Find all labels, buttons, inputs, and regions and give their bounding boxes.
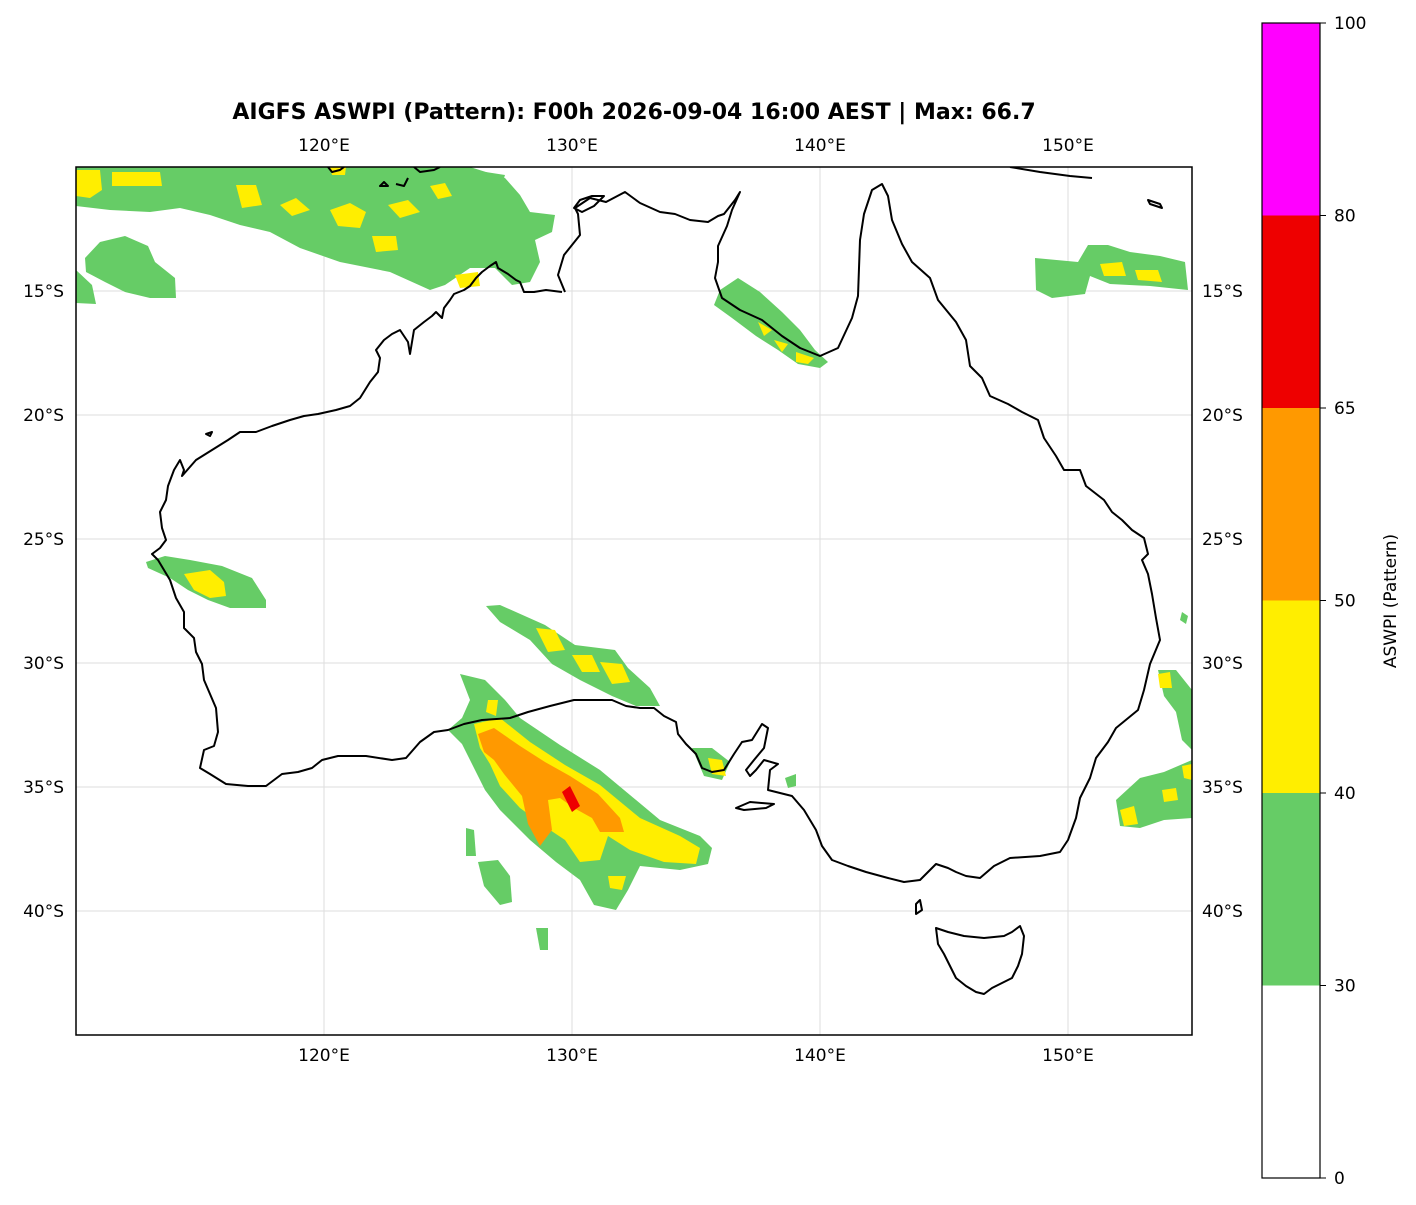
lon-tick-label-top: 130°E bbox=[546, 136, 598, 156]
lat-tick-label-left: 20°S bbox=[23, 406, 64, 426]
yellow-region-east-coast bbox=[1120, 672, 1192, 826]
axis-tick-labels: 120°E 120°E 130°E 130°E 140°E 140°E 150°E 150°E… bbox=[23, 136, 1243, 1066]
aswpi-field bbox=[76, 167, 1192, 950]
colorbar-segment bbox=[1262, 985, 1320, 1178]
map-frame bbox=[75, 166, 1193, 1036]
colorbar-segment bbox=[1262, 600, 1320, 793]
colorbar-segment bbox=[1262, 215, 1320, 408]
lat-tick-label-left: 15°S bbox=[23, 282, 64, 302]
colorbar-tick-label: 0 bbox=[1334, 1169, 1345, 1189]
lat-tick-label-right: 30°S bbox=[1202, 654, 1243, 674]
yellow-region-coral-sea bbox=[1100, 262, 1162, 282]
lon-tick-label-bottom: 150°E bbox=[1042, 1046, 1094, 1066]
colorbar-tick-label: 80 bbox=[1334, 207, 1356, 227]
lon-tick-label-top: 140°E bbox=[794, 136, 846, 156]
lat-tick-label-left: 40°S bbox=[23, 902, 64, 922]
green-region-north-band bbox=[76, 167, 555, 304]
lat-tick-label-left: 30°S bbox=[23, 654, 64, 674]
yellow-region-shark-bay bbox=[184, 570, 226, 598]
red-region-south bbox=[562, 786, 580, 812]
yellow-region-carpentaria bbox=[758, 322, 814, 364]
colorbar-tick-label: 50 bbox=[1334, 592, 1356, 612]
lon-tick-label-bottom: 130°E bbox=[546, 1046, 598, 1066]
map-title: AIGFS ASWPI (Pattern): F00h 2026-09-04 1… bbox=[232, 100, 1036, 125]
orange-region-south bbox=[478, 728, 624, 846]
lat-tick-label-left: 25°S bbox=[23, 530, 64, 550]
lon-tick-label-bottom: 120°E bbox=[298, 1046, 350, 1066]
colorbar: 0 30 40 50 65 80 100 bbox=[1261, 14, 1366, 1189]
green-region-carpentaria bbox=[714, 278, 828, 368]
colorbar-label: ASWPI (Pattern) bbox=[1381, 534, 1401, 668]
colorbar-segment bbox=[1262, 793, 1320, 986]
lat-tick-label-left: 35°S bbox=[23, 778, 64, 798]
colorbar-tick-label: 100 bbox=[1334, 14, 1366, 34]
lon-tick-label-bottom: 140°E bbox=[794, 1046, 846, 1066]
lon-tick-label-top: 120°E bbox=[298, 136, 350, 156]
colorbar-segment bbox=[1262, 408, 1320, 601]
lat-tick-label-right: 35°S bbox=[1202, 778, 1243, 798]
lat-tick-label-right: 20°S bbox=[1202, 406, 1243, 426]
yellow-region-north-band bbox=[76, 167, 480, 288]
coastline bbox=[151, 167, 1163, 995]
colorbar-tick-label: 65 bbox=[1334, 399, 1356, 419]
colorbar-segment bbox=[1262, 23, 1320, 216]
colorbar-tick-label: 40 bbox=[1334, 784, 1356, 804]
lat-tick-label-right: 40°S bbox=[1202, 902, 1243, 922]
green-region-east-coast bbox=[1116, 612, 1192, 828]
colorbar-tick-label: 30 bbox=[1334, 977, 1356, 997]
lat-tick-label-right: 25°S bbox=[1202, 530, 1243, 550]
lon-tick-label-top: 150°E bbox=[1042, 136, 1094, 156]
lat-tick-label-right: 15°S bbox=[1202, 282, 1243, 302]
